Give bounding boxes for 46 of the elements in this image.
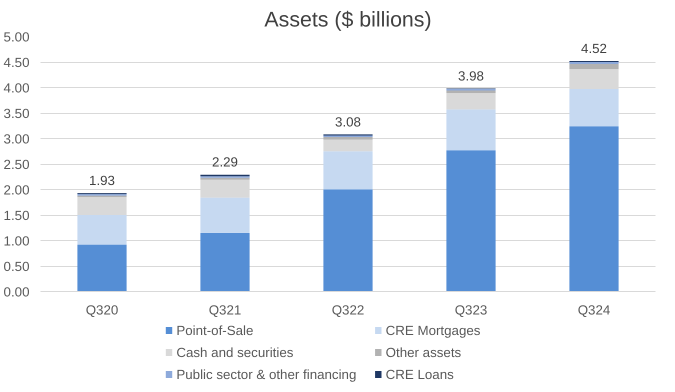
y-tick-label: 4.00: [4, 80, 30, 96]
x-tick-label: Q322: [332, 302, 364, 318]
chart-title: Assets ($ billions): [264, 8, 432, 32]
total-label: 1.93: [89, 173, 115, 188]
x-tick-label: Q324: [578, 302, 611, 318]
total-label: 4.52: [581, 40, 607, 56]
bar: [569, 126, 619, 292]
y-tick-label: 0.50: [4, 259, 30, 274]
y-tick-label: 5.00: [4, 30, 30, 44]
bar: [200, 232, 250, 292]
bar: [77, 244, 127, 292]
x-tick-label: Q321: [208, 302, 242, 318]
y-tick-label: 1.00: [4, 234, 30, 248]
bar: [77, 215, 127, 245]
bar: [446, 150, 496, 292]
legend-label: Other assets: [386, 345, 462, 360]
y-tick-label: 3.50: [4, 106, 30, 121]
bar: [569, 69, 619, 90]
bar: [77, 197, 127, 215]
bar: [323, 151, 373, 190]
x-tick-label: Q320: [86, 302, 118, 318]
bar: [446, 90, 496, 94]
bar: [323, 190, 373, 292]
legend-label: Point-of-Sale: [176, 323, 254, 338]
bar: [446, 109, 496, 150]
legend-label: CRE Loans: [386, 367, 454, 382]
bar: [446, 93, 496, 110]
y-tick-label: 2.00: [4, 182, 30, 198]
bar: [569, 89, 619, 126]
y-tick-label: 0.00: [4, 284, 30, 300]
total-label: 2.29: [212, 154, 238, 170]
y-tick-label: 1.50: [4, 208, 30, 223]
bar: [200, 198, 250, 233]
x-tick-label: Q323: [454, 302, 488, 318]
bar: [323, 140, 373, 152]
legend-label: CRE Mortgages: [386, 323, 481, 338]
bar: [200, 180, 250, 198]
total-label: 3.08: [335, 114, 361, 130]
legend-label: Public sector & other financing: [176, 367, 356, 382]
bar: [569, 64, 619, 70]
y-tick-label: 2.50: [4, 157, 30, 172]
y-tick-label: 3.00: [4, 132, 30, 146]
legend-label: Cash and securities: [176, 345, 294, 360]
total-label: 3.98: [458, 68, 484, 84]
bar: [323, 136, 373, 140]
y-tick-label: 4.50: [4, 55, 30, 70]
